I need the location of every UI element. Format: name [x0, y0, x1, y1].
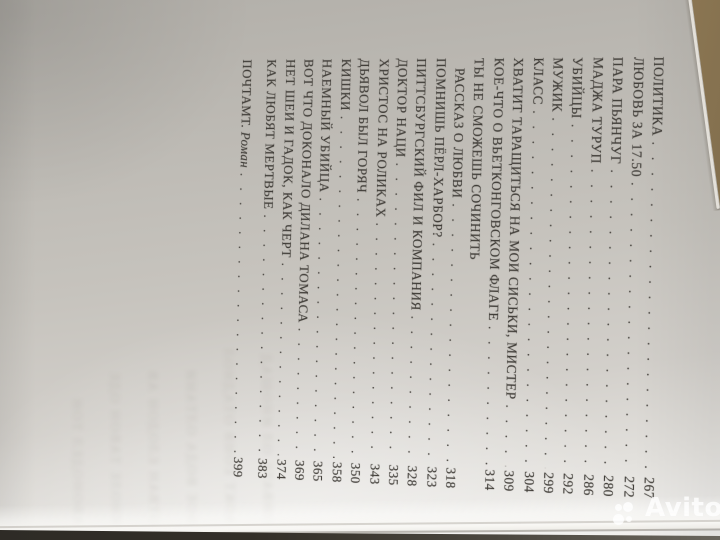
- toc-entry-page: 374: [273, 458, 289, 481]
- toc-entry-title: УБИЙЦЫ: [569, 57, 586, 119]
- toc-entry-page: 358: [329, 461, 345, 484]
- showthrough-line: ОТВАН ЕЛОДОН АВ: [145, 368, 162, 526]
- toc-entry-title: КЛАСС: [529, 57, 547, 106]
- avito-logo-circle: [626, 516, 632, 522]
- toc-entry-title: ПОЧТАМТ.: [238, 59, 255, 129]
- toc-entry-page: 369: [292, 459, 307, 482]
- dot-leader: . . . . . . . . . . . . . . . . . . . . …: [292, 328, 310, 457]
- table-of-contents: ПОЛИТИКА . . . . . . . . . . . . . . . . …: [226, 57, 667, 500]
- toc-entry-page: 350: [348, 462, 364, 485]
- toc-entry-title: ДЬЯВОЛ БЫЛ ГОРЯЧ: [354, 58, 373, 194]
- toc-entry-page: 399: [230, 456, 246, 479]
- avito-watermark: Avito: [609, 493, 720, 526]
- dot-leader: . . . . . . . . . . . . . . . . . . . . …: [501, 404, 519, 466]
- toc-entry-title: МУЖИК: [549, 57, 567, 113]
- toc-entry-page: 343: [366, 463, 382, 486]
- toc-entry-title: КИШКИ: [337, 58, 354, 111]
- toc-entry-subtitle: Роман: [237, 128, 253, 169]
- toc-entry-page: 383: [255, 457, 271, 480]
- dot-leader: . . . . . . . . . . . . . . . . . . . . …: [641, 142, 665, 474]
- toc-entry-page: 292: [560, 472, 577, 496]
- dot-leader: . . . . . . . . . . . . . . . . . . . . …: [230, 173, 251, 454]
- avito-logo-icon: [609, 494, 639, 526]
- toc-entry-title: ДОКТОР НАЦИ: [393, 58, 411, 158]
- showthrough-line: ИНОЛЕ ТАВОН ОДЕ: [107, 370, 124, 526]
- toc-entry-title: ПОЛИТИКА: [649, 56, 667, 137]
- toc-entry-page: 309: [501, 469, 518, 493]
- avito-logo-circle: [615, 504, 622, 511]
- toc-entry-page: 314: [481, 468, 498, 492]
- toc-entry-page: 335: [385, 464, 401, 487]
- toc-entry-page: 365: [310, 460, 326, 483]
- toc-entry-title: НАЕМНЫЙ УБИЙЦА: [317, 58, 335, 193]
- dot-leader: . . . . . . . . . . . . . . . . . . . . …: [481, 326, 500, 466]
- toc-entry-title: РАССКАЗ О ЛЮБВИ: [449, 67, 468, 199]
- toc-entry-title: МАДЖА ТУРУП: [588, 56, 607, 165]
- avito-watermark-label: Avito: [645, 493, 720, 523]
- toc-entry-page: 304: [521, 470, 537, 494]
- avito-logo-circle: [613, 514, 624, 525]
- toc-entry-page: 318: [443, 467, 459, 490]
- toc-entry-page: 328: [404, 465, 421, 488]
- toc-entry-page: 323: [423, 466, 440, 489]
- toc-entry-title: ЛЮБОВЬ ЗА 17.50: [628, 56, 647, 178]
- dot-leader: . . . . . . . . . . . . . . . . . . . . …: [404, 316, 423, 462]
- toc-entry-page: 299: [540, 471, 557, 495]
- page-edge-highlight: [688, 0, 720, 210]
- showthrough-line: НОЕ ВОДА ОЛТАНИ: [183, 368, 200, 525]
- avito-logo-circle: [623, 502, 633, 512]
- toc-entry-page: 286: [580, 473, 597, 497]
- toc-entry-title: ПАРА ПЬЯНЧУГ: [608, 56, 627, 165]
- showthrough-line: АВОНОДЕЛ ТОН: [69, 397, 86, 526]
